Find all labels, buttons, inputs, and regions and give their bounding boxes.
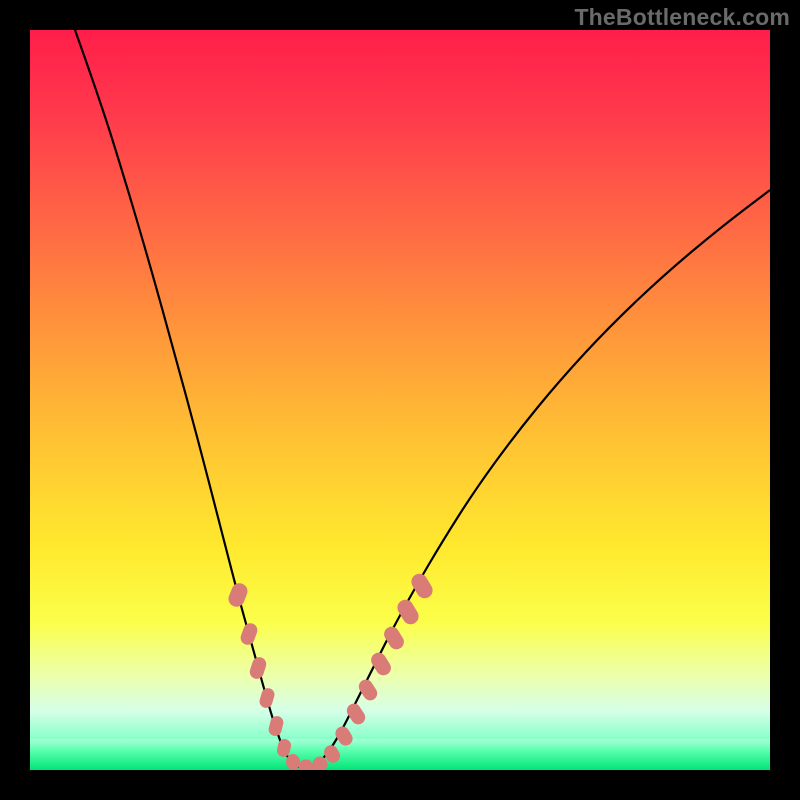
data-points-layer [30, 30, 770, 770]
data-point [356, 677, 380, 703]
data-point [381, 624, 406, 652]
data-point [226, 581, 250, 609]
data-point [267, 715, 284, 738]
plot-area [30, 30, 770, 770]
data-point [394, 597, 421, 628]
data-point [333, 724, 355, 748]
data-point [344, 701, 368, 727]
data-point [258, 687, 276, 710]
data-point [239, 621, 260, 646]
data-point [368, 650, 393, 678]
watermark-text: TheBottleneck.com [574, 4, 790, 31]
chart-frame: TheBottleneck.com [0, 0, 800, 800]
data-point [313, 757, 328, 771]
data-point [248, 655, 268, 680]
data-point [408, 571, 435, 602]
data-point [299, 760, 314, 771]
